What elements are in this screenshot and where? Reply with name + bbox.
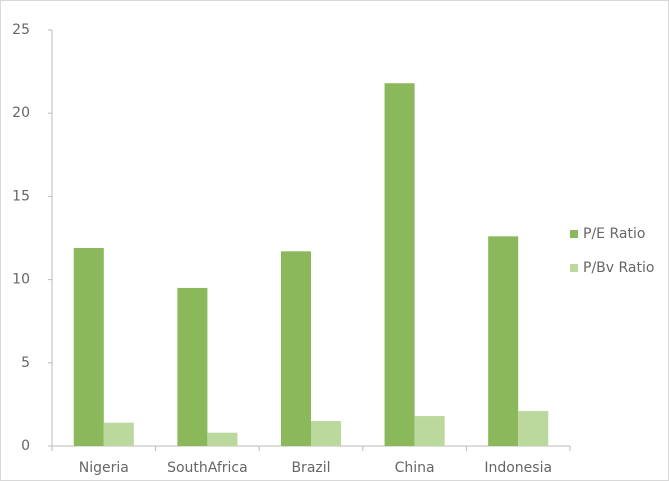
x-tick-label: Nigeria — [79, 460, 129, 476]
bar — [103, 422, 134, 446]
bar — [414, 416, 445, 446]
bar — [73, 247, 104, 446]
x-tick-label: China — [395, 460, 435, 476]
y-tick-label: 15 — [12, 188, 30, 204]
x-tick-label: Indonesia — [484, 460, 552, 476]
bar — [177, 287, 208, 446]
bar — [280, 251, 311, 446]
y-tick-label: 0 — [21, 438, 30, 454]
y-tick-label: 5 — [21, 355, 30, 371]
bar — [311, 421, 342, 446]
bar — [207, 432, 238, 446]
bar — [518, 411, 549, 446]
legend-swatch — [570, 230, 578, 238]
y-tick-label: 20 — [12, 105, 30, 121]
y-tick-label: 10 — [12, 272, 30, 288]
legend-label: P/Bv Ratio — [583, 260, 654, 276]
bar — [488, 236, 519, 446]
x-tick-label: Brazil — [291, 460, 330, 476]
legend-swatch — [570, 264, 578, 272]
y-tick-label: 25 — [12, 22, 30, 38]
legend-label: P/E Ratio — [583, 226, 645, 242]
bar — [384, 83, 415, 447]
x-tick-label: SouthAfrica — [167, 460, 248, 476]
